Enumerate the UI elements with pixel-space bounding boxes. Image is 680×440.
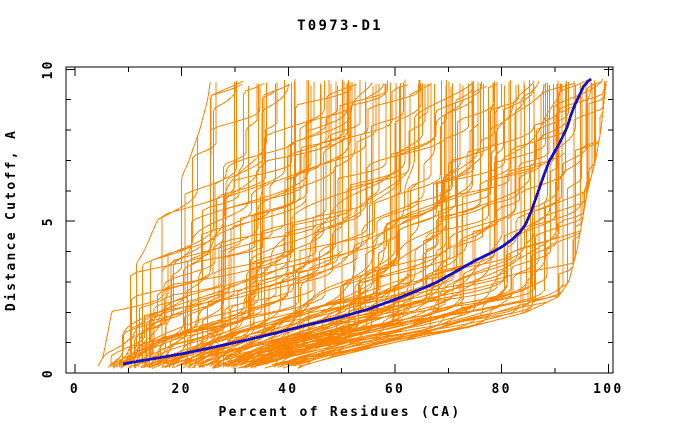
model-curve [118, 81, 211, 367]
model-curve [223, 81, 450, 367]
model-curve [256, 85, 545, 367]
model-curve [110, 82, 293, 367]
x-axis-label: Percent of Residues (CA) [218, 405, 461, 420]
model-curve [140, 83, 351, 369]
tick-label: 80 [492, 382, 512, 397]
tick-label: 5 [41, 216, 56, 226]
chart-title: T0973-D1 [297, 18, 383, 34]
model-curve [168, 79, 349, 368]
model-curve [198, 83, 429, 369]
model-curve [197, 79, 406, 365]
model-curve [222, 83, 481, 365]
model-curve [182, 84, 474, 366]
model-curve [157, 80, 388, 365]
model-curve [148, 80, 361, 369]
model-curve [141, 83, 258, 365]
model-curve [159, 83, 357, 366]
plot-frame [65, 66, 614, 374]
model-curve [133, 83, 276, 369]
model-curve [193, 83, 377, 369]
model-curve [121, 82, 268, 367]
model-curve [250, 79, 530, 369]
model-curve [149, 84, 380, 366]
tick-label: 60 [385, 382, 405, 397]
model-curve [186, 83, 454, 365]
model-curve [143, 83, 349, 369]
model-curve [277, 83, 593, 368]
model-curve [257, 81, 525, 367]
model-curve [255, 85, 567, 367]
tick-label: 0 [41, 368, 56, 378]
highlighted-model-curve [122, 77, 592, 366]
tick-label: 40 [278, 382, 298, 397]
model-curve [306, 79, 587, 365]
model-curve [255, 85, 550, 367]
model-curve [282, 83, 607, 369]
model-curve [240, 83, 494, 369]
model-curve [297, 87, 583, 369]
model-curve [274, 81, 606, 366]
axis-tick-labels: 0 20 40 60 80 100 0 5 10 [41, 59, 623, 397]
model-curve [224, 83, 503, 365]
tick-label: 10 [41, 59, 56, 79]
model-curve [228, 83, 545, 365]
model-curve [119, 80, 310, 369]
model-curve [143, 86, 249, 368]
model-curve [112, 79, 296, 368]
model-curve [259, 83, 484, 365]
model-curve [182, 80, 448, 369]
tick-label: 20 [172, 382, 192, 397]
model-curve [189, 85, 374, 367]
y-axis-label: Distance Cutoff, A [4, 129, 19, 311]
model-curve [218, 86, 447, 368]
model-curve [281, 84, 576, 366]
model-curve [226, 81, 475, 367]
model-curve [271, 84, 558, 366]
model-curve [144, 80, 325, 366]
model-curve [196, 84, 435, 366]
model-curve [132, 85, 312, 367]
model-curve [150, 81, 353, 367]
model-curve [118, 82, 278, 368]
model-curve [109, 81, 238, 366]
model-curve [245, 83, 561, 368]
model-curve [301, 81, 602, 367]
ensemble-model-curves [97, 78, 607, 369]
model-curve [290, 80, 559, 366]
model-curve [298, 81, 569, 367]
model-curve [161, 83, 277, 369]
tick-label: 0 [70, 382, 80, 397]
model-curve [158, 82, 404, 367]
model-curve [127, 81, 315, 366]
tick-label: 100 [593, 382, 623, 397]
model-curve [187, 83, 385, 369]
model-curve [202, 82, 495, 367]
model-curve [148, 80, 286, 365]
